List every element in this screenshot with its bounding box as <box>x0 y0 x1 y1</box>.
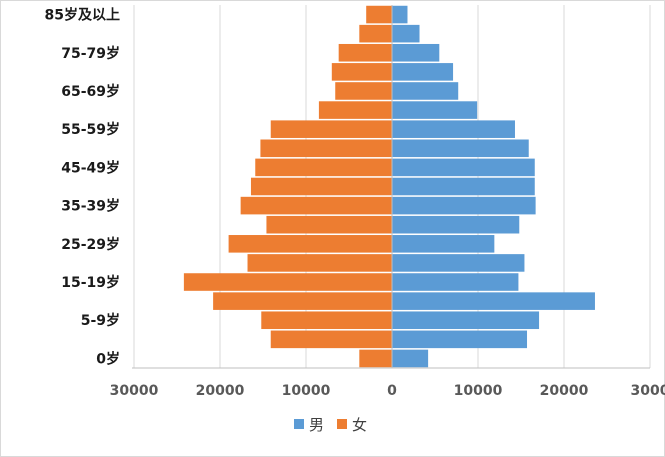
x-tick-label: 3000 <box>631 383 665 399</box>
bar-female <box>366 5 392 24</box>
bar-female <box>270 120 392 138</box>
bar-female <box>359 24 392 43</box>
x-tick-label: 10000 <box>282 383 331 399</box>
y-tick-label: 85岁及以上 <box>45 7 120 24</box>
bar-male <box>392 158 535 177</box>
bar-female <box>247 254 392 272</box>
legend-label: 男 <box>309 416 324 434</box>
bar-male <box>392 82 459 100</box>
bar-male <box>392 139 529 158</box>
bar-female <box>359 349 392 368</box>
legend-label: 女 <box>352 416 367 434</box>
bar-male <box>392 101 478 119</box>
y-tick-label: 75-79岁 <box>61 45 120 62</box>
bar-female <box>183 273 392 291</box>
x-tick-label: 20000 <box>540 383 589 399</box>
bar-male <box>392 196 536 215</box>
bar-male <box>392 43 440 62</box>
bar-female <box>240 196 392 215</box>
bar-male <box>392 254 525 272</box>
x-tick-label: 10000 <box>454 383 503 399</box>
bar-female <box>261 311 392 330</box>
y-tick-label: 55-59岁 <box>61 121 120 138</box>
legend-swatch <box>294 419 304 429</box>
bar-female <box>331 63 392 81</box>
y-tick-label: 45-49岁 <box>61 159 120 176</box>
bar-male <box>392 177 535 196</box>
legend-swatch <box>337 419 347 429</box>
bar-male <box>392 63 454 81</box>
y-tick-label: 25-29岁 <box>61 236 120 253</box>
bar-male <box>392 349 429 368</box>
y-tick-label: 0岁 <box>96 350 120 367</box>
bar-male <box>392 120 515 138</box>
bar-female <box>228 235 392 253</box>
bar-female <box>335 82 392 100</box>
bar-female <box>338 43 392 62</box>
bar-female <box>250 177 392 196</box>
x-tick-label: 30000 <box>110 383 159 399</box>
bar-female <box>318 101 392 119</box>
bar-female <box>255 158 392 177</box>
bar-female <box>213 292 392 310</box>
x-tick-label: 0 <box>387 383 397 399</box>
y-tick-label: 35-39岁 <box>61 198 120 215</box>
y-tick-label: 65-69岁 <box>61 83 120 100</box>
bar-female <box>260 139 392 158</box>
bar-female <box>270 330 392 349</box>
bar-male <box>392 311 540 330</box>
y-tick-label: 15-19岁 <box>61 274 120 291</box>
bar-male <box>392 330 528 349</box>
bar-male <box>392 24 420 43</box>
bar-female <box>266 215 392 234</box>
bar-male <box>392 5 408 24</box>
bar-male <box>392 215 520 234</box>
bar-male <box>392 273 519 291</box>
bar-male <box>392 292 595 310</box>
y-tick-label: 5-9岁 <box>81 312 120 329</box>
bar-male <box>392 235 495 253</box>
x-tick-label: 20000 <box>196 383 245 399</box>
